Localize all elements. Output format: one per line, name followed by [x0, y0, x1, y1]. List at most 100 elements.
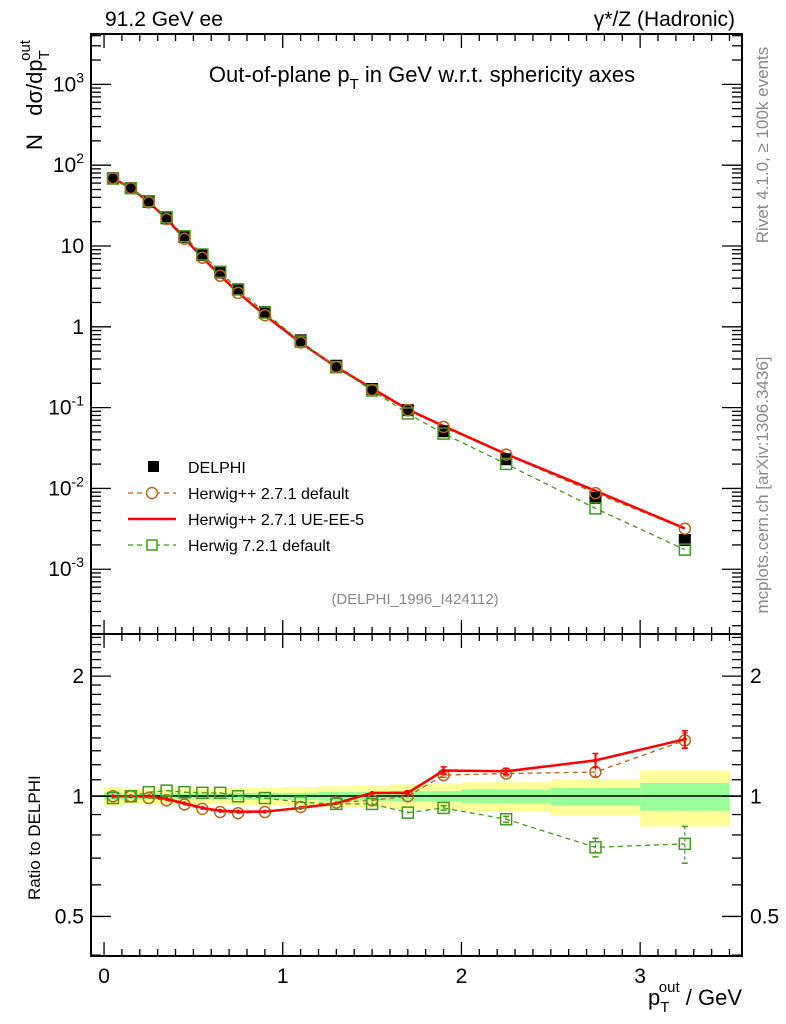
ratio-point-herwig7-default: [330, 797, 343, 811]
data-point-herwigpp-default: [678, 522, 692, 535]
rivet-version-label: Rivet 4.1.0, ≥ 100k events: [753, 47, 772, 243]
data-point-herwigpp-default: [330, 360, 343, 374]
y-tick-label-base: 10: [53, 154, 76, 177]
main-y-axis-label: N dσ/dpTout: [17, 39, 53, 150]
y-tick-label: 10: [61, 235, 84, 258]
y-tick-label: 103: [53, 69, 84, 96]
x-axis-label-sub: T: [660, 999, 669, 1016]
y-tick-label-exponent: 3: [76, 69, 84, 85]
x-axis-label-unit: / GeV: [680, 985, 743, 1010]
data-point-herwigpp-default: [213, 269, 227, 282]
data-point-delphi: [214, 266, 227, 279]
data-point-herwigpp-default: [258, 308, 272, 322]
data-point-delphi: [142, 196, 155, 209]
x-tick-label: 2: [456, 965, 468, 988]
ratio-point-herwig7-default: [106, 791, 120, 805]
energy-label: 91.2 GeV ee: [105, 8, 223, 31]
y-tick-label-exponent: -3: [72, 554, 85, 570]
y-tick-label: 1: [72, 316, 84, 339]
ratio-point-herwig7-default: [196, 786, 209, 800]
analysis-watermark: (DELPHI_1996_I424112): [331, 591, 498, 608]
y-tick-label-base: 10: [48, 397, 71, 420]
ratio-point-herwig7-default: [294, 796, 307, 809]
plot-title-main: Out-of-plane p: [209, 62, 350, 87]
legend: DELPHI Herwig++ 2.7.1 default Herwig++ 2…: [128, 460, 364, 555]
ratio-point-herwigpp-ue: [182, 801, 187, 806]
ratio-point-herwig7-default: [589, 841, 602, 854]
ratio-point-herwigpp-ue: [262, 809, 267, 814]
legend-marker-delphi: [148, 461, 159, 472]
ratio-point-herwigpp-ue: [200, 805, 205, 810]
data-point-herwig7-default: [499, 457, 513, 471]
ratio-point-herwigpp-ue: [441, 768, 446, 773]
legend-label-herwigpp-ue: Herwig++ 2.7.1 UE-EE-5: [188, 512, 364, 529]
data-point-delphi: [401, 404, 414, 417]
data-point-herwig7-default: [678, 543, 692, 556]
data-point-herwigpp-default: [231, 286, 245, 300]
ratio-point-herwig7-default: [160, 784, 173, 797]
data-point-herwig7-default: [231, 283, 245, 296]
x-axis-label-main: p: [648, 985, 660, 1010]
ratio-plot-marks: [106, 729, 692, 864]
data-point-herwigpp-default: [106, 171, 120, 185]
y-tick-label: 102: [53, 150, 84, 177]
ratio-point-herwigpp-ue: [504, 769, 509, 774]
axis-ticks: [91, 34, 742, 956]
ratio-point-herwig7-default: [437, 801, 450, 815]
data-point-herwigpp-default: [589, 486, 602, 500]
y-tick-label-exponent: -2: [72, 473, 85, 489]
ratio-point-herwig7-default: [499, 812, 513, 826]
y-tick-label-base: 10: [53, 73, 76, 96]
ratio-y-tick-label-left: 2: [72, 665, 84, 688]
y-tick-label-exponent: 2: [76, 150, 84, 166]
data-point-delphi: [106, 172, 119, 185]
data-point-herwigpp-default: [160, 212, 173, 226]
ratio-plot-frame: [90, 633, 743, 957]
y-tick-label: 10-1: [48, 393, 84, 420]
y-tick-label-base: 1: [72, 316, 84, 339]
ratio-point-herwig7-default: [178, 785, 191, 799]
ratio-point-herwig7-default: [142, 785, 155, 799]
ratio-point-herwigpp-ue: [236, 809, 241, 814]
data-point-herwigpp-default: [437, 420, 450, 434]
ratio-y-tick-label-right: 1: [750, 785, 762, 808]
x-axis-label-sup: out: [659, 979, 681, 996]
y-tick-label: 10-2: [48, 473, 84, 500]
ratio-point-herwigpp-default: [231, 806, 245, 820]
data-point-delphi: [196, 249, 209, 262]
data-point-delphi: [258, 306, 271, 319]
ratio-point-herwig7-default: [231, 790, 245, 803]
legend-marker-herwig7-default: [146, 539, 158, 551]
data-point-herwigpp-default: [365, 383, 379, 397]
main-plot-marks: [106, 171, 692, 556]
ratio-point-herwig7-default: [258, 791, 272, 805]
main-y-axis-label-sub: T: [36, 50, 53, 59]
ratio-point-herwigpp-ue: [682, 737, 687, 742]
ratio-y-axis-label: Ratio to DELPHI: [25, 775, 44, 900]
ratio-point-herwig7-default: [401, 806, 415, 819]
ratio-point-herwig7-default: [365, 797, 379, 811]
data-point-herwig7-default: [213, 265, 227, 279]
x-axis-label: pTout / GeV: [648, 979, 742, 1016]
x-tick-label: 3: [634, 965, 646, 988]
ratio-point-herwigpp-ue: [405, 790, 410, 795]
y-tick-label: 10-3: [48, 554, 84, 581]
legend-label-delphi: DELPHI: [188, 460, 246, 477]
legend-label-herwig7-default: Herwig 7.2.1 default: [188, 538, 331, 555]
main-y-axis-label-sup: out: [17, 39, 34, 61]
data-point-herwigpp-default: [294, 336, 307, 349]
legend-marker-herwigpp-default: [145, 486, 159, 500]
data-point-herwigpp-default: [196, 251, 209, 264]
y-tick-label-base: 10: [48, 558, 71, 581]
plot-title-sub: T: [350, 76, 359, 93]
data-point-delphi: [124, 182, 137, 195]
ratio-y-tick-label-left: 0.5: [55, 905, 84, 928]
data-point-herwigpp-default: [178, 232, 191, 245]
stat-uncertainty-band: [640, 782, 730, 811]
ratio-point-herwigpp-ue: [164, 796, 169, 801]
data-point-herwig7-default: [401, 407, 415, 420]
ratio-point-herwigpp-ue: [370, 790, 375, 795]
data-point-herwig7-default: [437, 427, 450, 440]
